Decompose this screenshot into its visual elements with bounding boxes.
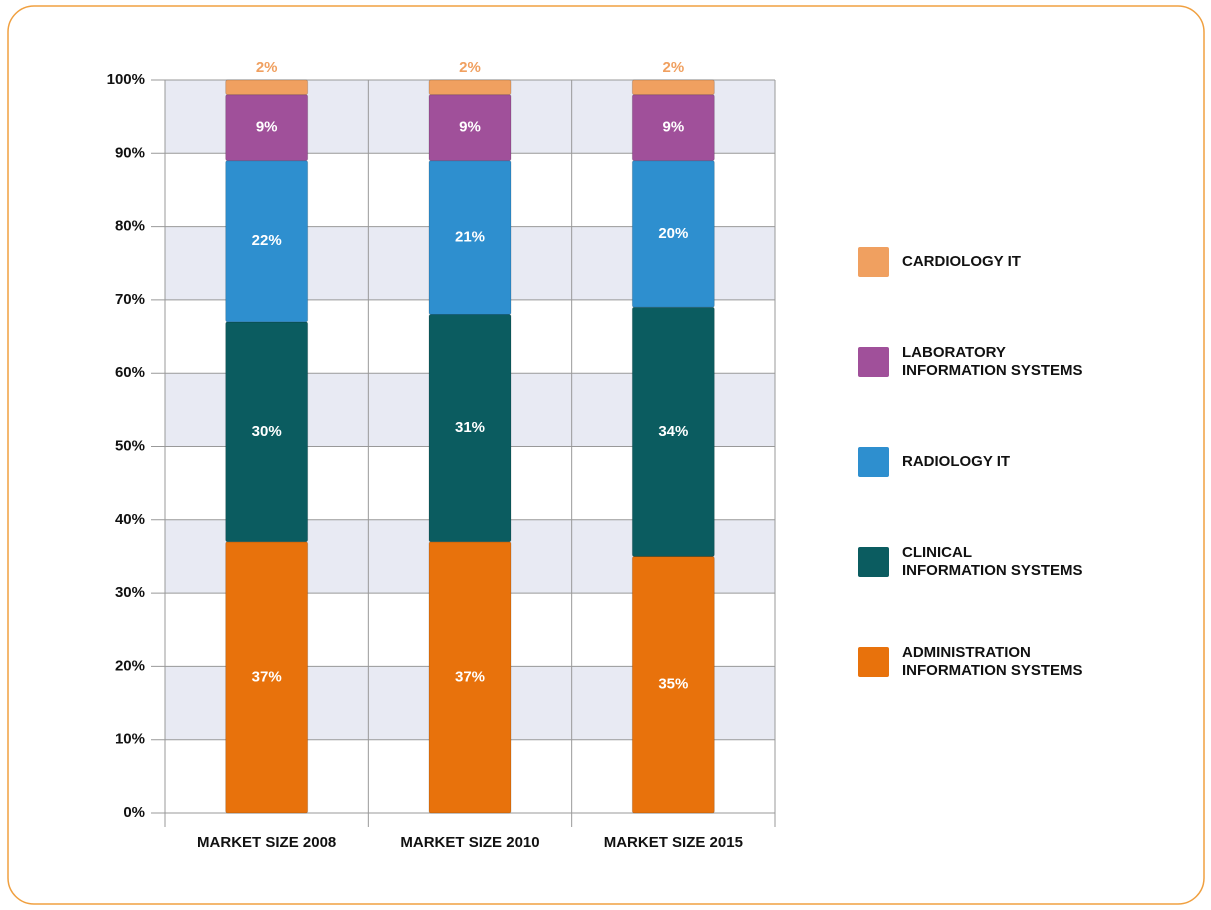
y-tick-label: 30% — [115, 584, 145, 601]
data-label: 2% — [256, 59, 278, 76]
legend-swatch — [858, 547, 889, 577]
data-label: 34% — [658, 423, 688, 440]
data-label: 35% — [658, 676, 688, 693]
data-label: 37% — [252, 668, 282, 685]
legend-swatch — [858, 447, 889, 477]
y-tick-label: 0% — [123, 804, 145, 821]
y-tick-label: 70% — [115, 291, 145, 308]
y-tick-label: 20% — [115, 657, 145, 674]
y-tick-label: 60% — [115, 364, 145, 381]
data-label: 2% — [662, 59, 684, 76]
bar-segment — [631, 79, 715, 96]
x-tick-label: MARKET SIZE 2015 — [604, 834, 743, 851]
legend-label: LABORATORY INFORMATION SYSTEMS — [902, 344, 1083, 379]
legend-label: CARDIOLOGY IT — [902, 253, 1021, 270]
legend-label: RADIOLOGY IT — [902, 453, 1010, 470]
bar-segment — [225, 79, 309, 96]
y-tick-label: 10% — [115, 731, 145, 748]
y-tick-label: 80% — [115, 218, 145, 235]
y-tick-label: 40% — [115, 511, 145, 528]
legend-label: CLINICAL INFORMATION SYSTEMS — [902, 544, 1083, 579]
data-label: 21% — [455, 229, 485, 246]
data-label: 20% — [658, 225, 688, 242]
data-label: 30% — [252, 423, 282, 440]
y-tick-label: 90% — [115, 144, 145, 161]
legend-swatch — [858, 247, 889, 277]
data-label: 9% — [459, 119, 481, 136]
x-tick-label: MARKET SIZE 2010 — [400, 834, 539, 851]
data-label: 2% — [459, 59, 481, 76]
bar-segment — [428, 79, 512, 96]
data-label: 9% — [256, 119, 278, 136]
legend-label: ADMINISTRATION INFORMATION SYSTEMS — [902, 644, 1083, 679]
data-label: 9% — [662, 119, 684, 136]
data-label: 22% — [252, 232, 282, 249]
legend-swatch — [858, 647, 889, 677]
data-label: 31% — [455, 419, 485, 436]
legend-swatch — [858, 347, 889, 377]
y-tick-label: 50% — [115, 437, 145, 454]
y-tick-label: 100% — [107, 71, 145, 88]
data-label: 37% — [455, 668, 485, 685]
x-tick-label: MARKET SIZE 2008 — [197, 834, 336, 851]
